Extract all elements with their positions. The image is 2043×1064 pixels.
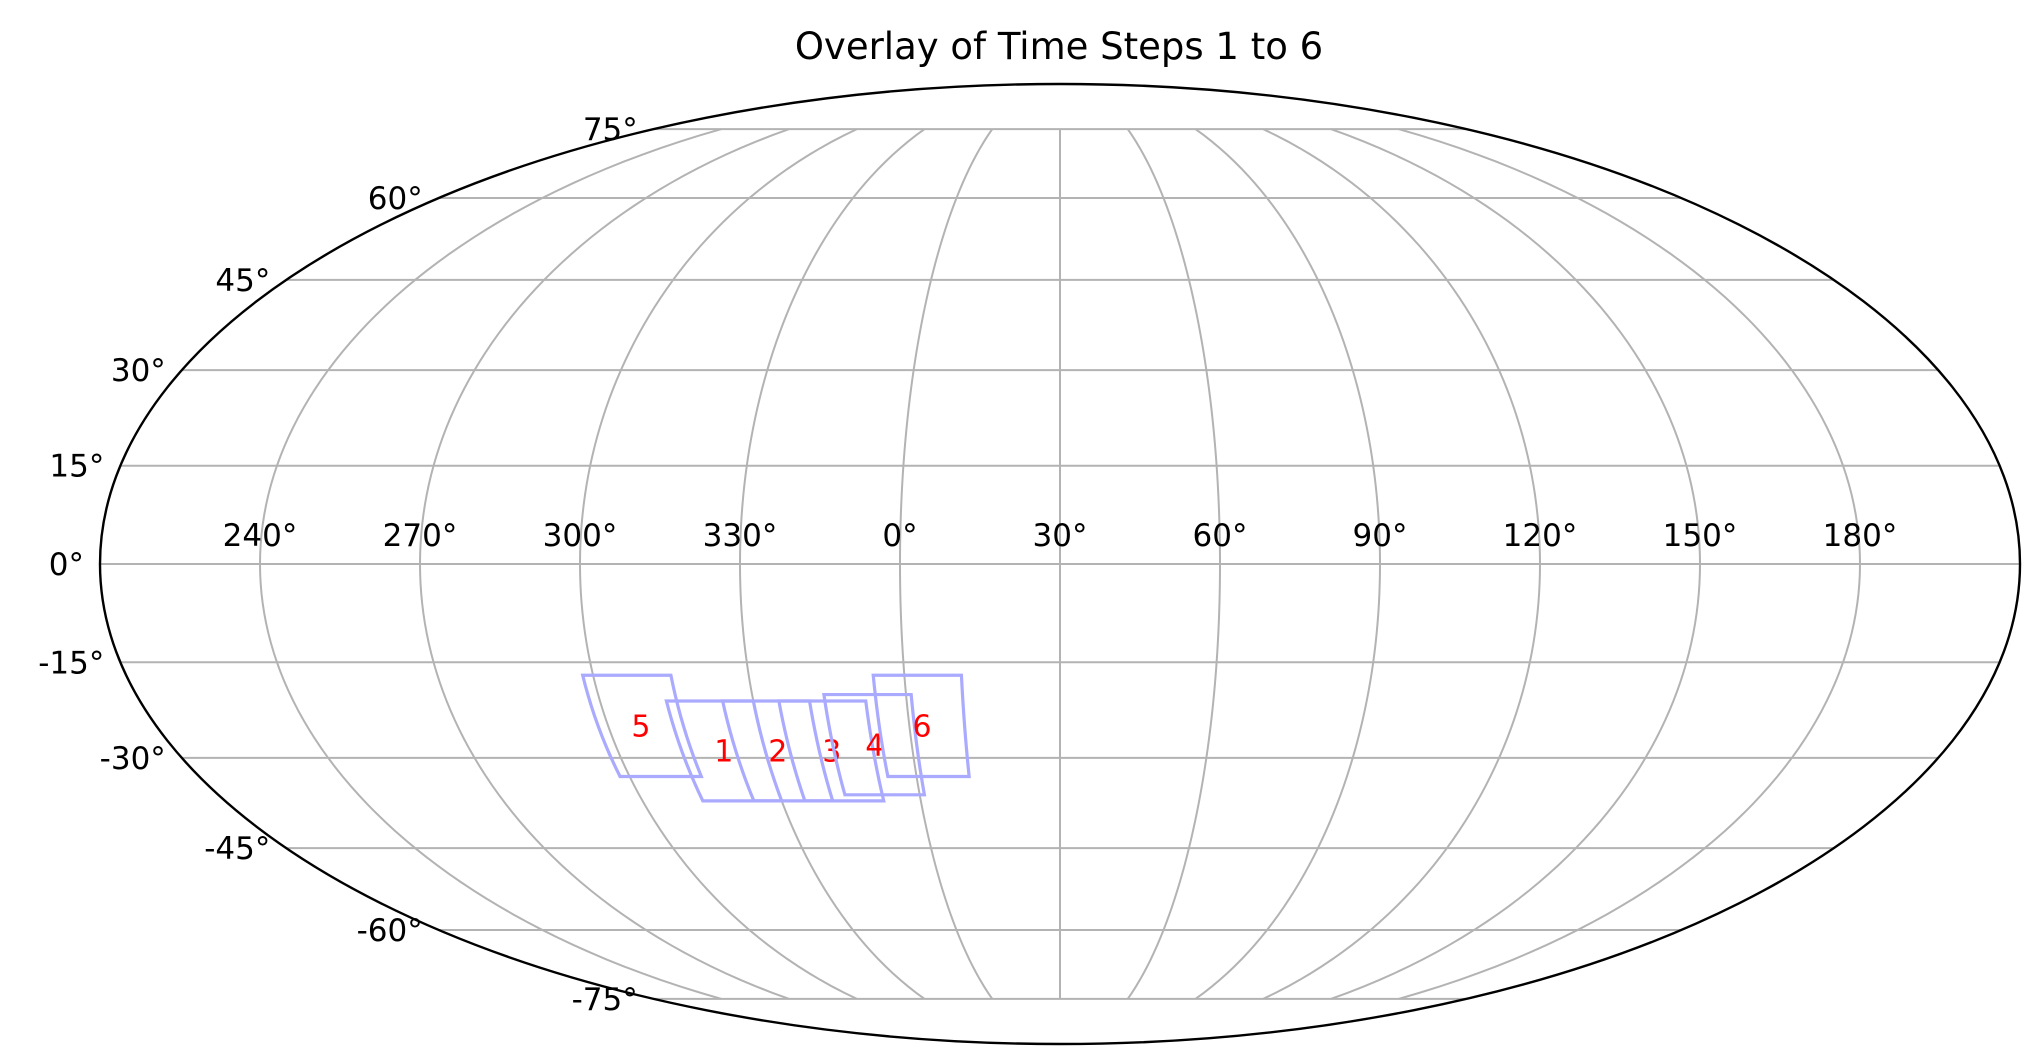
footprint-label-6: 6 [912, 709, 931, 744]
lon-tick-label: 90° [1353, 518, 1408, 554]
lon-tick-label: 270° [383, 518, 458, 554]
footprint-step-3 [776, 699, 886, 803]
map-boundary [98, 82, 2022, 1046]
lat-tick-label: 45° [215, 263, 270, 299]
meridian--90 [578, 128, 858, 1000]
meridian--30 [898, 128, 994, 1000]
longitude-tick-labels: 240° 270° 300° 330° 0° 30° 60° 90° 120° 150° 180° [223, 518, 1898, 554]
lat-tick-label: 60° [368, 181, 423, 217]
meridian-150 [1398, 128, 1862, 1000]
lat-tick-label: 15° [49, 449, 104, 485]
lon-tick-label: 60° [1193, 518, 1248, 554]
lat-tick-label: -45° [204, 831, 270, 867]
meridian-90 [1262, 128, 1542, 1000]
footprints: 1 2 3 45 6 [580, 673, 971, 803]
lat-tick-label: -60° [357, 913, 423, 949]
chart-title: Overlay of Time Steps 1 to 6 [795, 25, 1323, 68]
footprint-step-4 [822, 692, 927, 797]
meridian--60 [738, 128, 926, 1000]
footprint-step-6 [871, 673, 971, 779]
lon-tick-label: 120° [1503, 518, 1578, 554]
lon-tick-label: 150° [1663, 518, 1738, 554]
lon-tick-label: 0° [882, 518, 917, 554]
lon-tick-label: 300° [543, 518, 618, 554]
map-outline [98, 82, 2022, 1046]
footprint-label-5: 5 [631, 709, 650, 744]
meridian--150 [258, 128, 722, 1000]
footprint-label-1: 1 [714, 735, 733, 770]
lon-tick-label: 240° [223, 518, 298, 554]
meridian-60 [1194, 128, 1382, 1000]
lat-tick-label: 75° [583, 112, 638, 148]
lon-tick-label: 30° [1033, 518, 1088, 554]
latitude-tick-labels: 75° 60° 45° 30° 15° 0° -15° -30° -45° -60° -75° [38, 112, 638, 1018]
lat-tick-label: 30° [111, 353, 166, 389]
meridian--120 [418, 128, 790, 1000]
lat-tick-label: -15° [38, 645, 104, 681]
footprint-step-5 [580, 673, 704, 779]
lat-tick-label: -30° [100, 741, 166, 777]
lat-tick-label: -75° [572, 982, 638, 1018]
lon-tick-label: 330° [703, 518, 778, 554]
meridian-30 [1126, 128, 1222, 1000]
lat-tick-label: 0° [49, 547, 84, 583]
meridian-120 [1330, 128, 1702, 1000]
lon-tick-label: 180° [1823, 518, 1898, 554]
graticule [100, 128, 2020, 1000]
footprint-label-2: 2 [768, 735, 787, 770]
